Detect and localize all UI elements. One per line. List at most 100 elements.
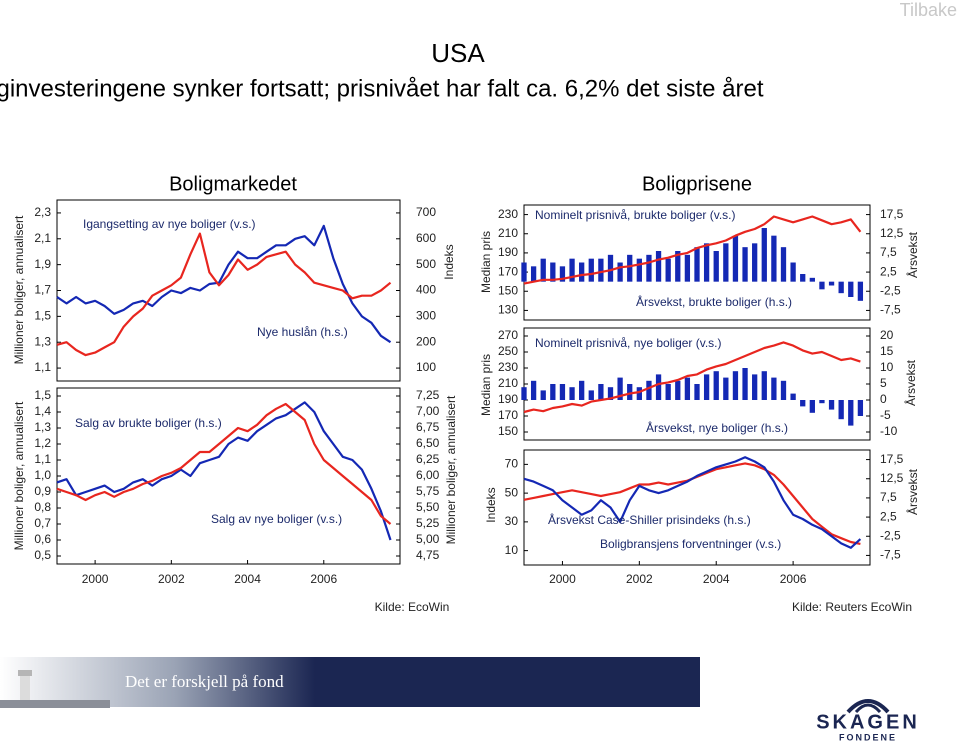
y-tick-label: 0,7: [34, 516, 51, 530]
bar: [665, 384, 671, 400]
bar: [800, 400, 806, 407]
bar: [579, 380, 585, 400]
y-axis-label: Millioner boliger, annualisert: [12, 401, 26, 550]
y2-tick-label: 7,00: [416, 404, 440, 418]
y-tick-label: 150: [498, 424, 518, 438]
bar: [530, 266, 537, 282]
bar: [809, 277, 815, 282]
y2-axis-label: Årsvekst: [903, 359, 918, 406]
bar: [819, 281, 825, 290]
slide-title: Boliginvesteringene synker fortsatt; pri…: [0, 75, 764, 102]
series-label: Nye huslån (h.s.): [257, 325, 348, 339]
bar: [684, 377, 691, 400]
y2-tick-label: 12,5: [880, 471, 904, 485]
bar: [819, 400, 825, 404]
y2-tick-label: 5,50: [416, 500, 440, 514]
bar: [607, 387, 614, 400]
line: [56, 224, 392, 344]
y-axis-label: Median pris: [479, 231, 493, 293]
y2-tick-label: 5: [880, 376, 887, 390]
y-tick-label: 250: [498, 344, 518, 358]
back-button[interactable]: Tilbake: [900, 0, 957, 20]
y-tick-label: 1,7: [34, 283, 51, 297]
y-tick-label: 190: [498, 392, 518, 406]
x-tick-label: 2000: [549, 572, 576, 586]
series-label: Salg av brukte boliger (h.s.): [75, 416, 222, 430]
x-tick-label: 2004: [234, 572, 261, 586]
y2-tick-label: 100: [416, 360, 436, 374]
bar: [617, 262, 623, 282]
bar: [703, 374, 710, 400]
y-tick-label: 1,2: [34, 436, 51, 450]
bar: [598, 258, 604, 282]
footer-slogan: Det er forskjell på fond: [125, 672, 284, 691]
y-tick-label: 50: [505, 485, 519, 499]
y2-tick-label: 6,00: [416, 468, 440, 482]
y-tick-label: 1,4: [34, 404, 51, 418]
series-label: Nominelt prisnivå, brukte boliger (v.s.): [535, 208, 736, 222]
bar: [723, 377, 729, 400]
y2-tick-label: -10: [880, 424, 898, 438]
y2-tick-label: 400: [416, 283, 436, 297]
bar: [790, 393, 796, 400]
y-tick-label: 150: [498, 283, 518, 297]
bar: [627, 254, 633, 282]
y2-tick-label: -7,5: [880, 548, 901, 562]
logo-emblem: [846, 699, 890, 714]
y-axis-label: Indeks: [484, 487, 498, 522]
y2-tick-label: 6,50: [416, 436, 440, 450]
bar: [848, 281, 854, 297]
y-tick-label: 1,1: [34, 452, 51, 466]
x-tick-label: 2000: [82, 572, 109, 586]
source: Kilde: EcoWin: [375, 600, 450, 614]
y2-tick-label: 17,5: [880, 207, 904, 221]
y2-tick-label: 600: [416, 231, 436, 245]
bar: [655, 374, 662, 400]
y-tick-label: 1,5: [34, 388, 51, 402]
y2-tick-label: 0: [880, 392, 887, 406]
y-tick-label: 10: [505, 543, 519, 557]
y-tick-label: 210: [498, 376, 518, 390]
series-label: Årsvekst, brukte boliger (h.s.): [636, 294, 792, 309]
series-label: Årsvekst, nye boliger (h.s.): [646, 420, 788, 435]
bar: [828, 400, 835, 410]
y-tick-label: 170: [498, 408, 518, 422]
y2-tick-label: 10: [880, 360, 894, 374]
y2-tick-label: -2,5: [880, 283, 901, 297]
y-tick-label: 1,3: [34, 334, 51, 348]
bar: [790, 262, 796, 282]
y2-tick-label: 5,25: [416, 516, 440, 530]
x-tick-label: 2006: [780, 572, 807, 586]
y-tick-label: 0,9: [34, 484, 51, 498]
x-tick-label: 2006: [310, 572, 337, 586]
y2-tick-label: -7,5: [880, 303, 901, 317]
x-tick-label: 2004: [703, 572, 730, 586]
bar: [694, 384, 700, 400]
y-tick-label: 0,8: [34, 500, 51, 514]
series-label: Nominelt prisnivå, nye boliger (v.s.): [535, 336, 722, 350]
y2-tick-label: 6,25: [416, 452, 440, 466]
bar: [540, 258, 546, 282]
y-tick-label: 1,9: [34, 257, 51, 271]
bar: [665, 258, 671, 282]
y-tick-label: 2,3: [34, 205, 51, 219]
x-tick-label: 2002: [158, 572, 185, 586]
bar: [521, 387, 527, 400]
bar: [588, 258, 594, 282]
logo-sub: FONDENE: [839, 732, 897, 742]
bar: [723, 243, 729, 282]
line: [523, 215, 862, 285]
line: [523, 341, 861, 414]
footer-banner: [0, 657, 700, 707]
bar: [675, 251, 681, 282]
bar: [627, 384, 633, 400]
y2-axis-label: Millioner boliger, annualisert: [444, 395, 458, 544]
bar: [713, 251, 719, 282]
y2-tick-label: 300: [416, 309, 436, 323]
source: Kilde: Reuters EcoWin: [792, 600, 912, 614]
bar: [752, 374, 758, 400]
y2-tick-label: 7,5: [880, 245, 897, 259]
y-tick-label: 0,5: [34, 548, 51, 562]
series-label: Boligbransjens forventninger (v.s.): [600, 537, 781, 551]
